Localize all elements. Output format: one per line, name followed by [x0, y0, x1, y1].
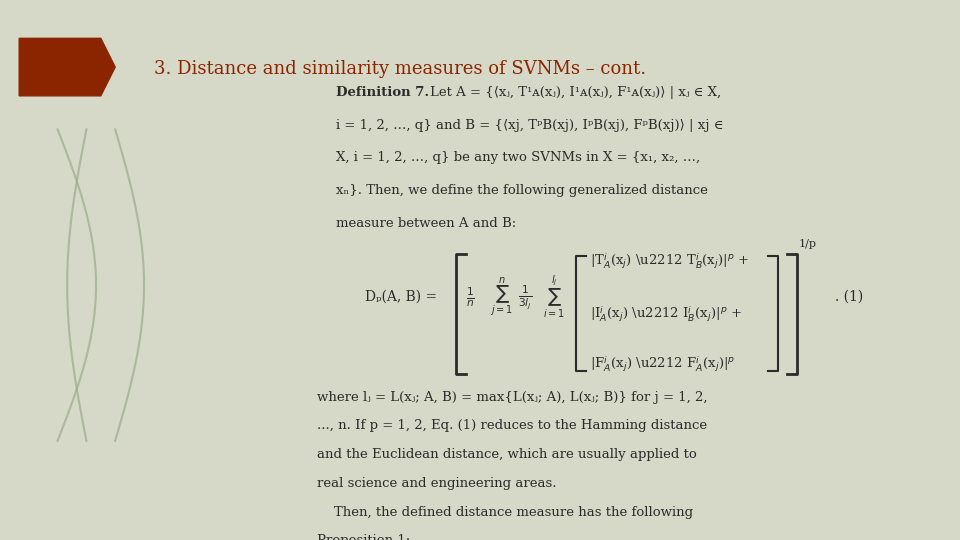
Text: xₙ}. Then, we define the following generalized distance: xₙ}. Then, we define the following gener…	[336, 184, 708, 197]
Polygon shape	[19, 38, 115, 96]
Text: 1/p: 1/p	[799, 239, 817, 249]
Text: X, i = 1, 2, …, q} be any two SVNMs in X = {x₁, x₂, …,: X, i = 1, 2, …, q} be any two SVNMs in X…	[336, 151, 700, 164]
Text: |I$^i_A$(x$_j$) \u2212 I$^i_B$(x$_j$)|$^p$ +: |I$^i_A$(x$_j$) \u2212 I$^i_B$(x$_j$)|$^…	[590, 304, 742, 324]
Text: ..., n. If p = 1, 2, Eq. (1) reduces to the Hamming distance: ..., n. If p = 1, 2, Eq. (1) reduces to …	[317, 419, 707, 433]
Text: Proposition 1:: Proposition 1:	[317, 534, 410, 540]
Text: . (1): . (1)	[835, 290, 863, 304]
Text: |F$^i_A$(x$_j$) \u2212 F$^i_A$(x$_j$)|$^p$: |F$^i_A$(x$_j$) \u2212 F$^i_A$(x$_j$)|$^…	[590, 354, 735, 374]
Text: |T$^i_A$(x$_j$) \u2212 T$^i_B$(x$_j$)|$^p$ +: |T$^i_A$(x$_j$) \u2212 T$^i_B$(x$_j$)|$^…	[590, 251, 750, 271]
Text: Then, the defined distance measure has the following: Then, the defined distance measure has t…	[317, 505, 693, 518]
Text: $\sum_{i=1}^{l_j}$: $\sum_{i=1}^{l_j}$	[543, 274, 565, 320]
Text: Let A = {⟨xⱼ, T¹ᴀ(xⱼ), I¹ᴀ(xⱼ), F¹ᴀ(xⱼ)⟩ | xⱼ ∈ X,: Let A = {⟨xⱼ, T¹ᴀ(xⱼ), I¹ᴀ(xⱼ), F¹ᴀ(xⱼ)⟩…	[430, 86, 721, 99]
Text: where lⱼ = L(xⱼ; A, B) = max{L(xⱼ; A), L(xⱼ; B)} for j = 1, 2,: where lⱼ = L(xⱼ; A, B) = max{L(xⱼ; A), L…	[317, 390, 708, 403]
Text: Dₚ(A, B) =: Dₚ(A, B) =	[365, 290, 437, 304]
Text: $\frac{1}{n}$: $\frac{1}{n}$	[466, 285, 474, 309]
Text: 3. Distance and similarity measures of SVNMs – cont.: 3. Distance and similarity measures of S…	[154, 60, 646, 78]
Text: $\sum_{j=1}^{n}$: $\sum_{j=1}^{n}$	[490, 275, 513, 319]
Text: $\frac{1}{3l_j}$: $\frac{1}{3l_j}$	[518, 283, 533, 311]
Text: i = 1, 2, …, q} and B = {⟨xj, TᵖB(xj), IᵖB(xj), FᵖB(xj)⟩ | xj ∈: i = 1, 2, …, q} and B = {⟨xj, TᵖB(xj), I…	[336, 119, 724, 132]
Text: Definition 7.: Definition 7.	[336, 86, 429, 99]
Text: real science and engineering areas.: real science and engineering areas.	[317, 477, 556, 490]
Text: and the Euclidean distance, which are usually applied to: and the Euclidean distance, which are us…	[317, 448, 697, 461]
Text: measure between A and B:: measure between A and B:	[336, 217, 516, 230]
